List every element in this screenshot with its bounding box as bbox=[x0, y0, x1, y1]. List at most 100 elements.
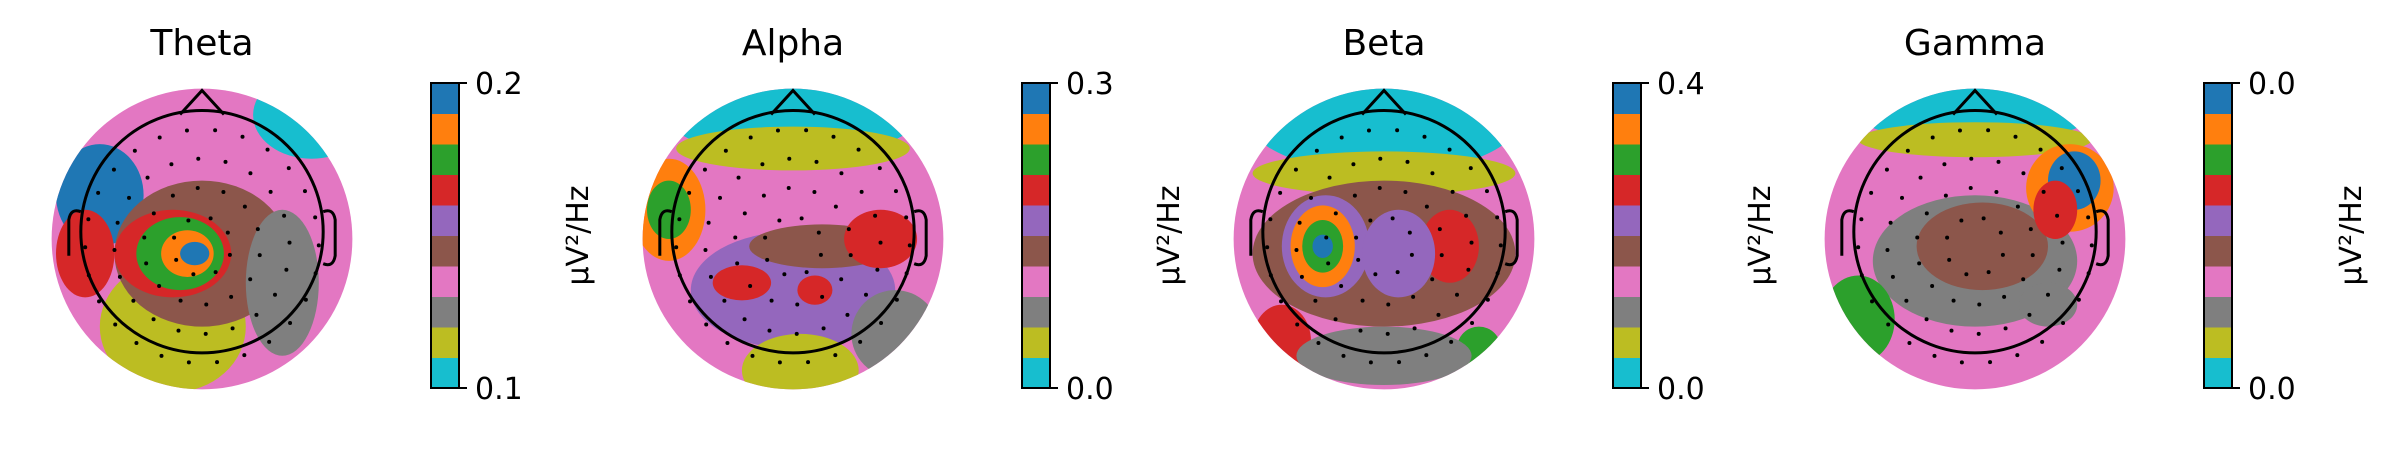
head-outline bbox=[79, 109, 325, 355]
colorbar-level bbox=[2204, 357, 2232, 389]
sensor bbox=[1366, 128, 1371, 133]
field-contour bbox=[1245, 88, 1523, 174]
sensor bbox=[1378, 156, 1383, 161]
nose bbox=[1360, 88, 1408, 116]
sensor bbox=[878, 240, 883, 245]
field-contour bbox=[844, 209, 918, 269]
sensor bbox=[742, 317, 747, 322]
sensor bbox=[736, 175, 741, 180]
colorbar-level bbox=[431, 327, 459, 358]
colorbar-frame bbox=[1612, 82, 1642, 389]
sensor bbox=[702, 167, 707, 172]
sensor bbox=[1885, 248, 1890, 253]
sensor bbox=[859, 189, 864, 194]
sensor bbox=[1464, 213, 1469, 218]
sensor bbox=[287, 240, 292, 245]
sensor bbox=[86, 217, 91, 222]
panel-title: Alpha bbox=[742, 23, 844, 64]
sensor bbox=[1918, 175, 1923, 180]
sensor bbox=[1466, 267, 1471, 272]
sensor bbox=[1295, 322, 1300, 327]
topomap-panel: Theta 0.1 0.2 µV²/Hz bbox=[51, 23, 596, 407]
sensor bbox=[2002, 294, 2007, 299]
panel-title: Theta bbox=[149, 23, 253, 64]
sensor bbox=[1430, 277, 1435, 282]
sensor bbox=[284, 267, 289, 272]
sensor bbox=[1403, 189, 1408, 194]
sensor bbox=[215, 360, 220, 365]
colorbar-level bbox=[1613, 296, 1641, 328]
colorbar-level bbox=[2204, 266, 2232, 297]
sensor bbox=[132, 148, 137, 153]
sensor bbox=[117, 274, 122, 279]
sensor bbox=[748, 283, 753, 288]
sensor bbox=[1485, 297, 1490, 302]
sensor bbox=[1968, 186, 1973, 191]
sensor bbox=[1324, 235, 1329, 240]
sensor bbox=[1986, 270, 1991, 275]
colorbar-level bbox=[1022, 83, 1050, 114]
sensor bbox=[229, 294, 234, 299]
sensor bbox=[303, 297, 308, 302]
ear bbox=[2095, 209, 2110, 267]
sensor bbox=[1969, 156, 1974, 161]
sensor bbox=[733, 235, 738, 240]
sensor bbox=[1959, 360, 1964, 365]
sensor bbox=[722, 298, 727, 303]
colorbar-tick-label: 0.2 bbox=[475, 67, 523, 102]
sensor bbox=[213, 270, 218, 275]
sensor bbox=[677, 217, 682, 222]
colorbar-level bbox=[2204, 327, 2232, 358]
colorbar-level bbox=[431, 235, 459, 267]
sensor bbox=[1988, 360, 1993, 365]
sensor bbox=[1915, 235, 1920, 240]
sensor bbox=[1949, 328, 1954, 333]
sensor bbox=[170, 193, 175, 198]
ear bbox=[1504, 209, 1519, 267]
sensor bbox=[1449, 339, 1454, 344]
sensor bbox=[2000, 252, 2005, 257]
colorbar-level bbox=[1613, 235, 1641, 267]
sensor bbox=[814, 159, 819, 164]
sensor bbox=[820, 294, 825, 299]
sensor bbox=[2059, 166, 2064, 171]
sensor bbox=[1930, 135, 1935, 140]
sensor bbox=[1333, 211, 1338, 216]
field-contour bbox=[1362, 209, 1436, 298]
sensor bbox=[1424, 353, 1429, 358]
field-contour bbox=[797, 275, 833, 305]
sensor bbox=[1900, 195, 1905, 200]
sensor bbox=[221, 189, 226, 194]
sensor bbox=[213, 128, 218, 133]
sensor bbox=[257, 253, 262, 258]
sensor bbox=[1470, 321, 1475, 326]
field-contour bbox=[180, 241, 210, 266]
topomap-panel: Gamma 0.0 0.0 µV²/Hz bbox=[1824, 23, 2369, 407]
sensor bbox=[240, 134, 245, 139]
sensor bbox=[127, 195, 132, 200]
colorbar-tick-label: 0.0 bbox=[1066, 372, 1114, 407]
sensor bbox=[223, 159, 228, 164]
colorbar-level bbox=[1613, 174, 1641, 206]
sensor bbox=[1904, 298, 1909, 303]
sensor bbox=[208, 216, 213, 221]
colorbar-tick-label: 0.0 bbox=[2248, 372, 2296, 407]
colorbar-tick-label: 0.0 bbox=[2248, 67, 2296, 102]
sensor bbox=[893, 189, 898, 194]
sensor bbox=[176, 328, 181, 333]
field-contour bbox=[1312, 234, 1333, 258]
sensor bbox=[2038, 147, 2043, 152]
sensor bbox=[1454, 292, 1459, 297]
colorbar-label: µV²/Hz bbox=[1743, 185, 1778, 285]
sensor bbox=[1436, 312, 1441, 317]
field-contour bbox=[1420, 209, 1479, 283]
ear bbox=[1249, 209, 1264, 256]
colorbar-level bbox=[1022, 296, 1050, 328]
sensor bbox=[1313, 298, 1318, 303]
sensor bbox=[1422, 134, 1427, 139]
sensor bbox=[186, 218, 191, 223]
sensor bbox=[1412, 326, 1417, 331]
sensor bbox=[777, 360, 782, 365]
sensor bbox=[2030, 253, 2035, 258]
sensor bbox=[1316, 340, 1321, 345]
